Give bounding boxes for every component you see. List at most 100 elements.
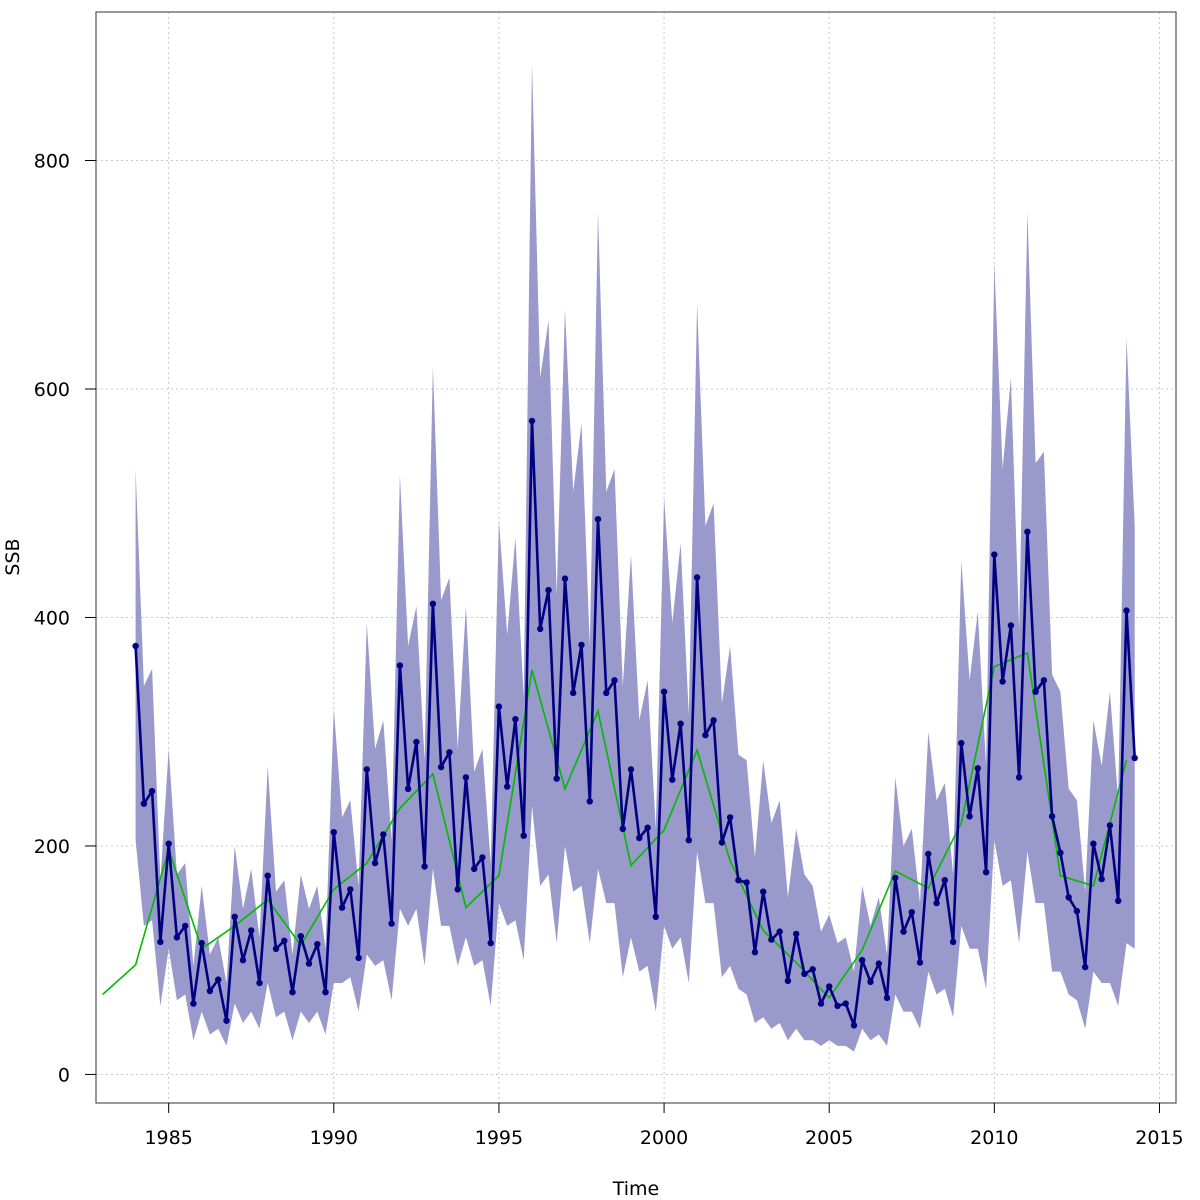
ssb-point [652,913,659,920]
ssb-point [982,869,990,876]
x-tick-label: 2010 [970,1127,1018,1149]
ssb-point [1065,894,1072,901]
confidence-band-layer [135,63,1135,1052]
ssb-point [842,1000,849,1007]
ssb-point [231,913,238,920]
ssb-point [1073,907,1081,915]
ssb-point [611,677,618,684]
ssb-point [173,934,181,941]
ssb-point [760,888,767,895]
ssb-point [925,850,932,858]
ssb-point [586,798,593,805]
ssb-point [644,824,651,831]
ssb-point [1106,822,1114,829]
ssb-point [429,600,437,607]
ssb-point [528,417,536,425]
ssb-point [363,766,370,773]
ssb-point [991,551,998,558]
ssb-point [916,959,924,966]
ssb-point [396,662,404,669]
ssb-point [883,994,891,1002]
ssb-point [157,938,164,946]
x-tick-label: 2015 [1135,1127,1183,1149]
ssb-point [743,879,750,886]
ssb-point [1115,897,1122,904]
ssb-point [718,839,726,846]
ssb-point [1057,849,1064,856]
ssb-point [437,763,445,771]
ssb-point [305,960,313,967]
x-tick-label: 2005 [805,1127,853,1149]
ssb-point [272,945,280,952]
y-axis-title: SSB [2,538,24,575]
ssb-point [132,642,139,650]
y-tick-label: 600 [34,379,70,401]
ssb-point [941,877,948,884]
y-tick-label: 0 [58,1064,70,1086]
quarterly-ssb-line [134,419,1136,1027]
ssb-point [404,785,412,792]
ssb-point [1123,607,1130,614]
ssb-point [446,749,453,756]
ssb-point [867,978,874,986]
ssb-point [693,574,701,581]
ssb-point [1007,622,1015,629]
x-tick-label: 1990 [310,1127,358,1149]
ssb-point [660,688,668,695]
ssb-point [900,928,907,935]
ssb-point [281,937,288,944]
ssb-point [1098,875,1105,883]
ssb-point [297,933,304,940]
ssb-point [537,625,544,633]
quarterly-estimate-layer [132,417,1138,1029]
ssb-point [966,813,973,820]
ssb-point [859,957,866,964]
y-axis: 0 200 400 600 800 [34,151,96,1086]
annual-ssb-line [102,651,1128,1000]
ssb-point [768,936,775,943]
ssb-point [471,865,478,872]
ssb-point [735,877,742,884]
ssb-point [578,641,585,649]
ssb-point [1040,677,1048,684]
y-tick-label: 400 [34,607,70,629]
ssb-point [999,678,1006,685]
x-tick-label: 2000 [640,1127,688,1149]
ssb-point [619,825,626,832]
ssb-point [421,863,428,870]
ssb-point [875,960,882,967]
ssb-point [685,837,692,844]
ssb-point [487,939,494,947]
ssb-point [974,765,981,772]
ssb-point [330,829,337,836]
x-tick-label: 1995 [475,1127,523,1149]
x-axis: 1985 1990 1995 2000 2005 2010 2015 [144,1103,1184,1149]
ssb-point [239,957,247,964]
ssb-point [206,987,214,995]
ssb-point [908,909,915,916]
ssb-point [182,922,189,930]
ssb-point [561,575,569,582]
ssb-point [817,1000,825,1007]
ssb-point [1090,840,1097,847]
ssb-point [726,814,734,821]
ssb-point [1131,754,1138,762]
ssb-point [850,1022,858,1029]
ssb-point [479,854,486,861]
ssb-point [289,989,296,996]
ssb-point [512,716,519,723]
ssb-point [198,939,205,947]
ssb-point [751,949,759,956]
ssb-point [314,941,321,948]
ssb-point [248,927,255,934]
ssb-point [140,800,148,807]
ssb-point [223,1017,230,1024]
ssb-point [603,689,610,697]
ssb-point [801,970,808,978]
ssb-point [190,1000,197,1007]
ssb-point [388,920,395,927]
ssb-point [520,832,527,839]
ssb-point [355,954,362,962]
plot-frame [95,11,1177,1104]
